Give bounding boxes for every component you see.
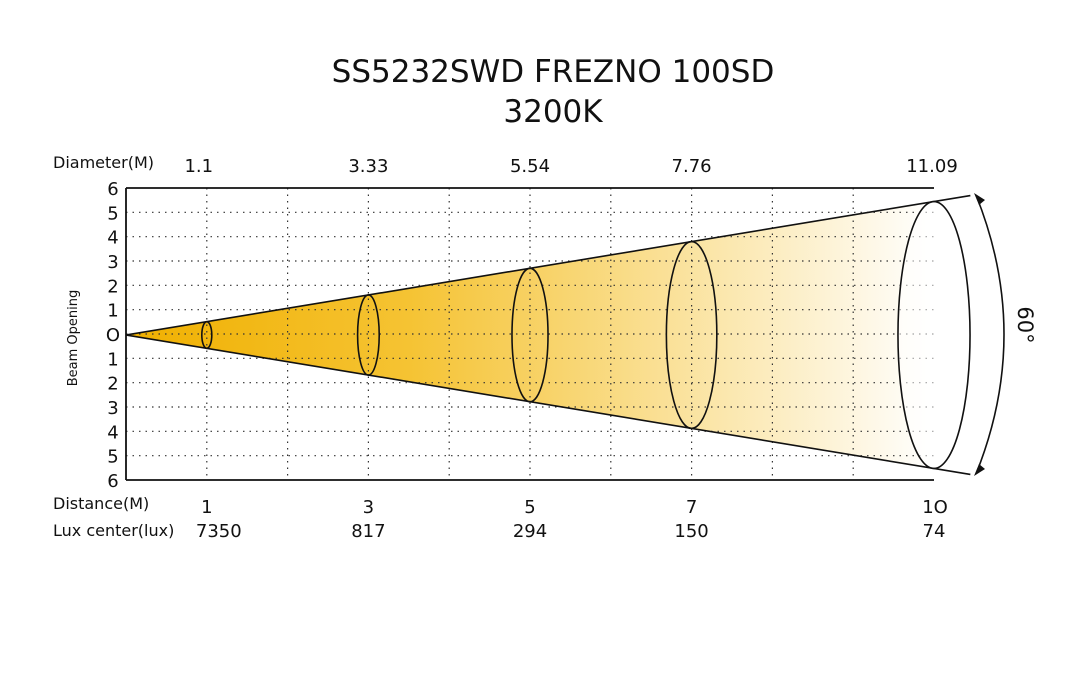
distance-value: 5 (524, 497, 535, 518)
distance-value: 1 (201, 497, 212, 518)
y-tick-label: O (106, 325, 120, 346)
distance-value: 3 (363, 497, 374, 518)
title-line-2: 3200K (503, 94, 603, 130)
diameter-value: 5.54 (510, 156, 550, 177)
y-tick-label: 4 (107, 228, 118, 249)
beam-edge-bottom (125, 334, 971, 476)
y-tick-label: 2 (107, 276, 118, 297)
beam-cross-section-ellipse (897, 200, 971, 470)
beam-cross-section-ellipse (511, 267, 549, 403)
lux-label: Lux center(lux) (53, 521, 174, 540)
beam-cross-section-ellipse (201, 320, 213, 350)
diameter-value: 7.76 (672, 156, 712, 177)
beam-opening-label: Beam Opening (66, 290, 81, 387)
y-tick-label: 3 (107, 252, 118, 273)
y-tick-label: 4 (107, 422, 118, 443)
beam-edge-top (125, 194, 971, 336)
title-line-1: SS5232SWD FREZNO 100SD (332, 54, 775, 90)
diameter-value: 11.09 (906, 156, 958, 177)
beam-cross-section-ellipse (665, 240, 718, 430)
lux-value: 74 (923, 521, 946, 542)
y-tick-label: 6 (107, 179, 118, 200)
beam-angle-label: 60° (1013, 306, 1037, 343)
diameter-value: 3.33 (348, 156, 388, 177)
y-tick-label: 1 (107, 301, 118, 322)
diameter-value: 1.1 (184, 156, 213, 177)
arrowhead-icon (974, 193, 985, 205)
lux-value: 150 (674, 521, 708, 542)
y-tick-label: 1 (107, 349, 118, 370)
lux-value: 7350 (196, 521, 242, 542)
beam-cone (126, 201, 934, 469)
y-tick-label: 2 (107, 374, 118, 395)
distance-label: Distance(M) (53, 494, 149, 513)
y-tick-label: 6 (107, 471, 118, 492)
beam-cross-section-ellipse (356, 294, 381, 376)
y-tick-label: 5 (107, 447, 118, 468)
y-tick-label: 3 (107, 398, 118, 419)
y-tick-label: 5 (107, 203, 118, 224)
distance-value: 7 (686, 497, 697, 518)
distance-value: 1O (922, 497, 948, 518)
angle-arc (975, 194, 1005, 475)
lux-value: 294 (513, 521, 547, 542)
diameter-label: Diameter(M) (53, 153, 154, 172)
lux-value: 817 (351, 521, 385, 542)
arrowhead-icon (974, 464, 985, 476)
